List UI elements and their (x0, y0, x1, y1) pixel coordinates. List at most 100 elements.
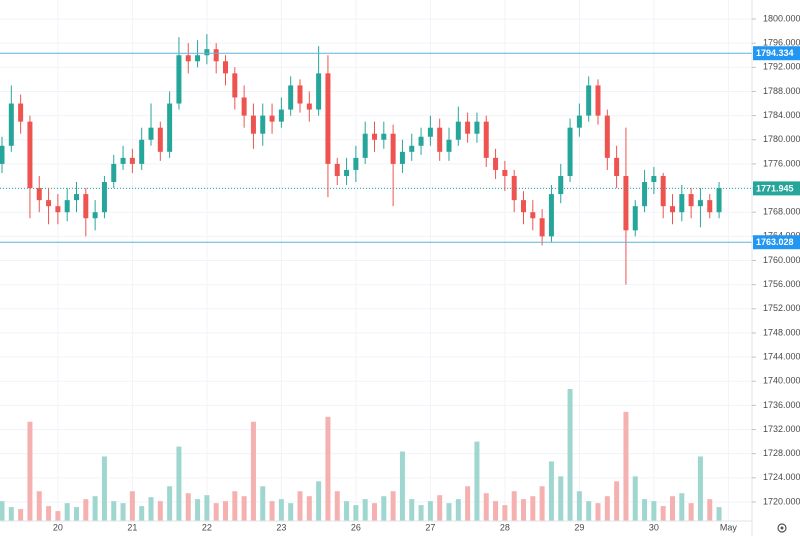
y-tick-label: 1756.000 (763, 279, 800, 289)
volume-bar (223, 501, 228, 521)
volume-bar (418, 505, 424, 521)
y-tick-label: 1780.000 (763, 134, 800, 144)
grid (0, 0, 752, 521)
candle-body (278, 109, 284, 122)
y-tick-label: 1736.000 (763, 400, 800, 410)
volume-bar (586, 501, 592, 521)
candle-body (670, 206, 675, 213)
volume-bar (92, 496, 98, 521)
volume-bar (353, 505, 359, 521)
settings-gear[interactable] (777, 523, 787, 533)
y-tick-label: 1768.000 (763, 207, 800, 217)
candle-body (660, 175, 666, 207)
volume-bar (204, 495, 210, 521)
axis-layer: 1720.000 1724.000 1728.000 1732.000 1736.000… (53, 13, 800, 532)
candle-body (651, 175, 657, 183)
candle-body (604, 115, 610, 158)
volume-layer (0, 389, 722, 521)
volume-bar (139, 506, 145, 521)
volume-bar (344, 501, 350, 521)
candle-body (372, 133, 377, 140)
candle-body (288, 85, 294, 110)
y-tick-label: 1728.000 (763, 448, 800, 458)
y-tick-label: 1724.000 (763, 472, 800, 482)
candle-body (642, 182, 648, 207)
volume-bar (0, 501, 5, 521)
volume-bar (101, 456, 107, 521)
volume-bar (74, 507, 79, 521)
volume-bar (390, 491, 396, 521)
candle-body (297, 85, 303, 104)
volume-bar (567, 389, 573, 521)
candle-body (344, 169, 350, 176)
volume-bar (213, 503, 219, 521)
settings-icon[interactable] (777, 523, 787, 533)
candle-body (530, 212, 536, 219)
candle-body (493, 157, 499, 170)
volume-bar (455, 499, 461, 521)
candle-body (362, 133, 368, 158)
price-label: 1763.028 (756, 237, 794, 247)
volume-bar (381, 496, 387, 521)
candle-body (474, 121, 480, 134)
x-tick-label: 20 (53, 522, 63, 532)
volume-bar (521, 499, 526, 521)
y-tick-label: 1788.000 (763, 86, 800, 96)
x-tick-label: 28 (500, 522, 510, 532)
candle-body (213, 49, 219, 62)
volume-bar (269, 501, 275, 521)
price-line-layer (0, 52, 752, 243)
x-tick-label: 30 (649, 522, 659, 532)
volume-bar (185, 493, 191, 521)
volume-bar (558, 476, 564, 521)
volume-bar (195, 499, 201, 521)
price-label-box (753, 46, 800, 61)
volume-bar (502, 505, 508, 521)
y-tick-label: 1740.000 (763, 376, 800, 386)
settings-gear-center[interactable] (780, 526, 784, 530)
candle-body (223, 61, 228, 74)
volume-bar (129, 491, 135, 521)
candle-body (129, 157, 135, 164)
y-tick-label: 1784.000 (763, 110, 800, 120)
candle-body (27, 121, 33, 189)
volume-bar (120, 503, 126, 521)
y-tick-label: 1760.000 (763, 255, 800, 265)
candle-body (167, 103, 173, 152)
volume-bar (27, 421, 33, 521)
y-tick-label: 1800.000 (763, 13, 800, 23)
volume-bar (409, 499, 415, 521)
volume-bar (241, 496, 247, 521)
volume-bar (399, 451, 405, 521)
volume-bar (576, 491, 582, 521)
x-tick-label: 26 (351, 522, 361, 532)
candle-body (325, 73, 331, 164)
y-tick-label: 1752.000 (763, 303, 800, 313)
candle-body (576, 115, 582, 128)
candle-body (521, 200, 526, 213)
volume-bar (697, 456, 703, 521)
candle-body (111, 163, 117, 183)
candle-body (548, 194, 554, 237)
candle-body (101, 182, 107, 213)
candle-body (427, 127, 433, 137)
candle-body (260, 115, 266, 134)
candle-body (558, 175, 564, 195)
candle-body (716, 188, 722, 213)
price-label-box (753, 181, 800, 196)
candle-body (46, 200, 52, 207)
candle-body (697, 200, 703, 207)
x-tick-label: 23 (276, 522, 286, 532)
volume-bar (660, 506, 666, 521)
volume-bar (157, 501, 163, 521)
candle-body (92, 212, 98, 219)
candle-body (250, 115, 256, 134)
x-tick-label: 22 (202, 522, 212, 532)
candle-body (437, 127, 443, 152)
candle-body (679, 194, 685, 213)
candle-body (18, 103, 24, 122)
volume-bar (688, 503, 694, 521)
candle-body (148, 127, 154, 140)
volume-bar (306, 496, 312, 521)
volume-bar (651, 501, 657, 521)
